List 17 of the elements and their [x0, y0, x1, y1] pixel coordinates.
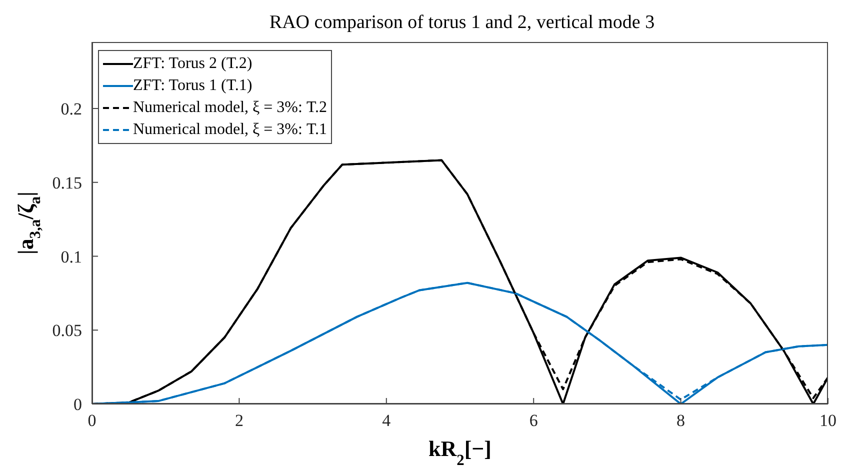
legend-label: ZFT: Torus 1 (T.1): [133, 76, 252, 96]
y-tick-label: 0.1: [60, 247, 82, 266]
legend-label: Numerical model, ξ = 3%: T.1: [133, 120, 328, 140]
x-tick-label: 10: [820, 411, 836, 430]
x-tick-label: 4: [382, 411, 392, 430]
x-tick-label: 6: [529, 411, 538, 430]
y-tick-label: 0: [74, 395, 82, 414]
x-tick-label: 2: [234, 411, 244, 430]
y-tick-label: 0.2: [60, 100, 82, 119]
x-tick-label: 8: [676, 411, 686, 430]
x-axis-title: kR$_{2}$[−]: [428, 436, 492, 468]
y-tick-label: 0.05: [52, 321, 82, 340]
x-tick-label: 0: [88, 411, 96, 430]
y-tick-label: 0.15: [52, 173, 82, 192]
chart-title: RAO comparison of torus 1 and 2, vertical mode 3: [268, 11, 656, 35]
legend-label: Numerical model, ξ = 3%: T.2: [133, 98, 328, 118]
legend-label: ZFT: Torus 2 (T.2): [133, 54, 252, 74]
